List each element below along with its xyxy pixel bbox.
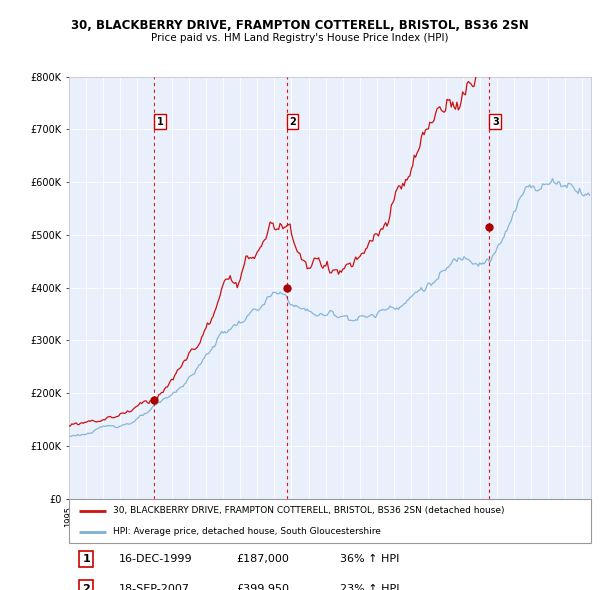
- Text: 1: 1: [82, 554, 90, 564]
- Text: 2: 2: [82, 584, 90, 590]
- Text: £399,950: £399,950: [236, 584, 289, 590]
- Text: 30, BLACKBERRY DRIVE, FRAMPTON COTTERELL, BRISTOL, BS36 2SN: 30, BLACKBERRY DRIVE, FRAMPTON COTTERELL…: [71, 19, 529, 32]
- Text: Price paid vs. HM Land Registry's House Price Index (HPI): Price paid vs. HM Land Registry's House …: [151, 33, 449, 43]
- Text: 36% ↑ HPI: 36% ↑ HPI: [340, 554, 400, 564]
- FancyBboxPatch shape: [69, 499, 591, 543]
- Text: 30, BLACKBERRY DRIVE, FRAMPTON COTTERELL, BRISTOL, BS36 2SN (detached house): 30, BLACKBERRY DRIVE, FRAMPTON COTTERELL…: [113, 506, 505, 516]
- Text: 18-SEP-2007: 18-SEP-2007: [119, 584, 190, 590]
- Text: HPI: Average price, detached house, South Gloucestershire: HPI: Average price, detached house, Sout…: [113, 527, 381, 536]
- Text: £187,000: £187,000: [236, 554, 289, 564]
- Text: 3: 3: [492, 117, 499, 127]
- Text: 23% ↑ HPI: 23% ↑ HPI: [340, 584, 400, 590]
- Text: 2: 2: [289, 117, 296, 127]
- Text: 1: 1: [157, 117, 163, 127]
- Text: 16-DEC-1999: 16-DEC-1999: [119, 554, 192, 564]
